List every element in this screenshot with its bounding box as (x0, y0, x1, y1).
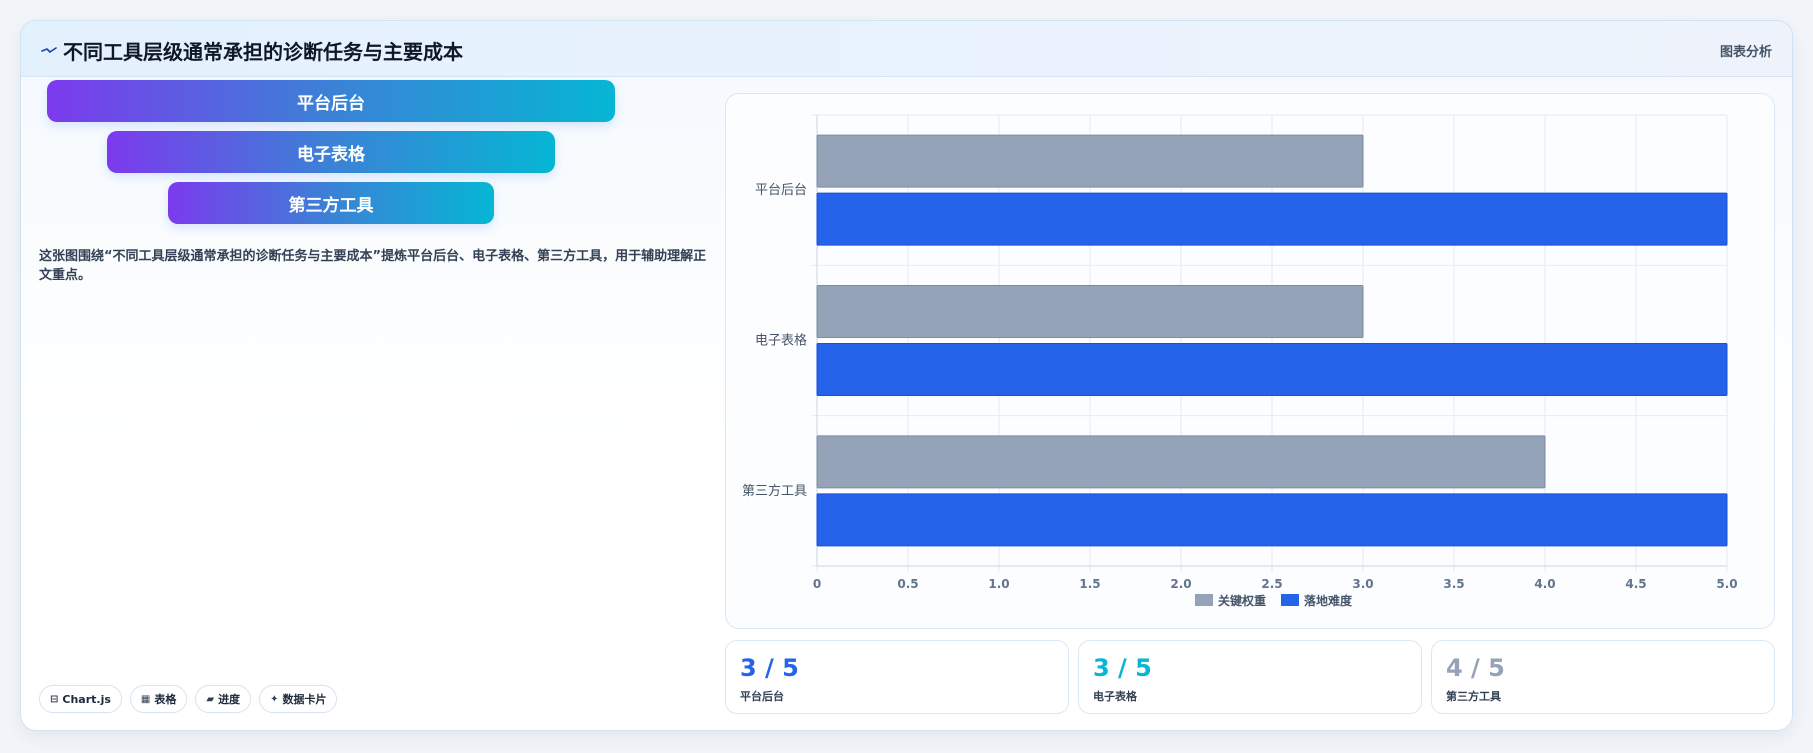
bar-chart: 0 0.5 1.0 1.5 2.0 2.5 3.0 3.5 4.0 4.5 5.0 平台后台电子表格第… (742, 114, 1738, 608)
trend-line-icon (41, 47, 57, 53)
table-icon: ▦ (140, 693, 151, 705)
x-tick-label: 5.0 (1716, 577, 1737, 591)
x-tick-label: 3.5 (1443, 577, 1464, 591)
tag-data-card[interactable]: ✦ 数据卡片 (259, 685, 338, 713)
y-tick-label: 电子表格 (755, 333, 807, 349)
x-tick-label: 4.0 (1534, 577, 1555, 591)
x-tick-label: 2.0 (1170, 577, 1191, 591)
stat-card-spreadsheet: 3 / 5 电子表格 (1078, 640, 1422, 714)
x-tick-label: 2.5 (1261, 577, 1282, 591)
progress-icon: ▰ (206, 693, 215, 705)
bar-difficulty (816, 192, 1728, 246)
legend-label: 落地难度 (1304, 593, 1353, 608)
stat-card-platform: 3 / 5 平台后台 (725, 640, 1069, 714)
bar-difficulty (816, 343, 1728, 396)
tag-label: Chart.js (62, 692, 111, 706)
x-tick-label: 1.5 (1079, 577, 1100, 591)
funnel-item-third-party: 第三方工具 (168, 182, 494, 224)
tag-label: 数据卡片 (282, 693, 327, 706)
y-tick-label: 平台后台 (755, 183, 807, 198)
bar-difficulty (816, 493, 1728, 547)
bar-key-weight (816, 435, 1546, 489)
bar-key-weight (816, 285, 1364, 338)
stat-value: 3 / 5 (740, 654, 799, 682)
stat-value: 3 / 5 (1093, 654, 1152, 682)
x-tick-label: 0.5 (897, 577, 918, 591)
legend-swatch (1195, 594, 1213, 606)
y-tick-label: 第三方工具 (742, 483, 807, 499)
tag-list: ⊟ Chart.js ▦ 表格 ▰ 进度 ✦ 数据卡片 (39, 685, 338, 713)
stat-card-third-party: 4 / 5 第三方工具 (1431, 640, 1775, 714)
x-tick-label: 4.5 (1625, 577, 1646, 591)
chart-analysis-button[interactable]: 图表分析 (1719, 45, 1772, 60)
chart-card: 不同工具层级通常承担的诊断任务与主要成本 图表分析 平台后台 电子表格 第三方工… (20, 20, 1793, 731)
stat-label: 电子表格 (1093, 690, 1137, 703)
tag-label: 进度 (218, 693, 241, 706)
stat-label: 第三方工具 (1446, 690, 1501, 703)
x-tick-label: 3.0 (1352, 577, 1373, 591)
legend-label: 关键权重 (1218, 593, 1266, 608)
funnel-item-spreadsheet: 电子表格 (107, 131, 555, 173)
code-icon: ⊟ (50, 693, 59, 705)
page-title: 不同工具层级通常承担的诊断任务与主要成本 (63, 40, 463, 64)
tag-chartjs[interactable]: ⊟ Chart.js (39, 685, 122, 713)
legend-swatch (1281, 594, 1299, 606)
x-tick-label: 0 (813, 577, 821, 591)
chart-description: 这张图围绕“不同工具层级通常承担的诊断任务与主要成本”提炼平台后台、电子表格、第… (39, 249, 707, 283)
tag-progress[interactable]: ▰ 进度 (195, 685, 252, 713)
card-header: 不同工具层级通常承担的诊断任务与主要成本 图表分析 (21, 21, 1792, 77)
bar-key-weight (816, 134, 1364, 188)
tag-label: 表格 (154, 693, 177, 706)
chart-panel: 0 0.5 1.0 1.5 2.0 2.5 3.0 3.5 4.0 4.5 5.0 平台后台电子表格第… (725, 93, 1775, 629)
stat-value: 4 / 5 (1446, 654, 1505, 682)
tag-table[interactable]: ▦ 表格 (129, 685, 188, 713)
sparkle-icon: ✦ (270, 693, 279, 705)
stat-label: 平台后台 (740, 690, 784, 703)
x-tick-label: 1.0 (988, 577, 1009, 591)
funnel-item-platform: 平台后台 (47, 80, 615, 122)
